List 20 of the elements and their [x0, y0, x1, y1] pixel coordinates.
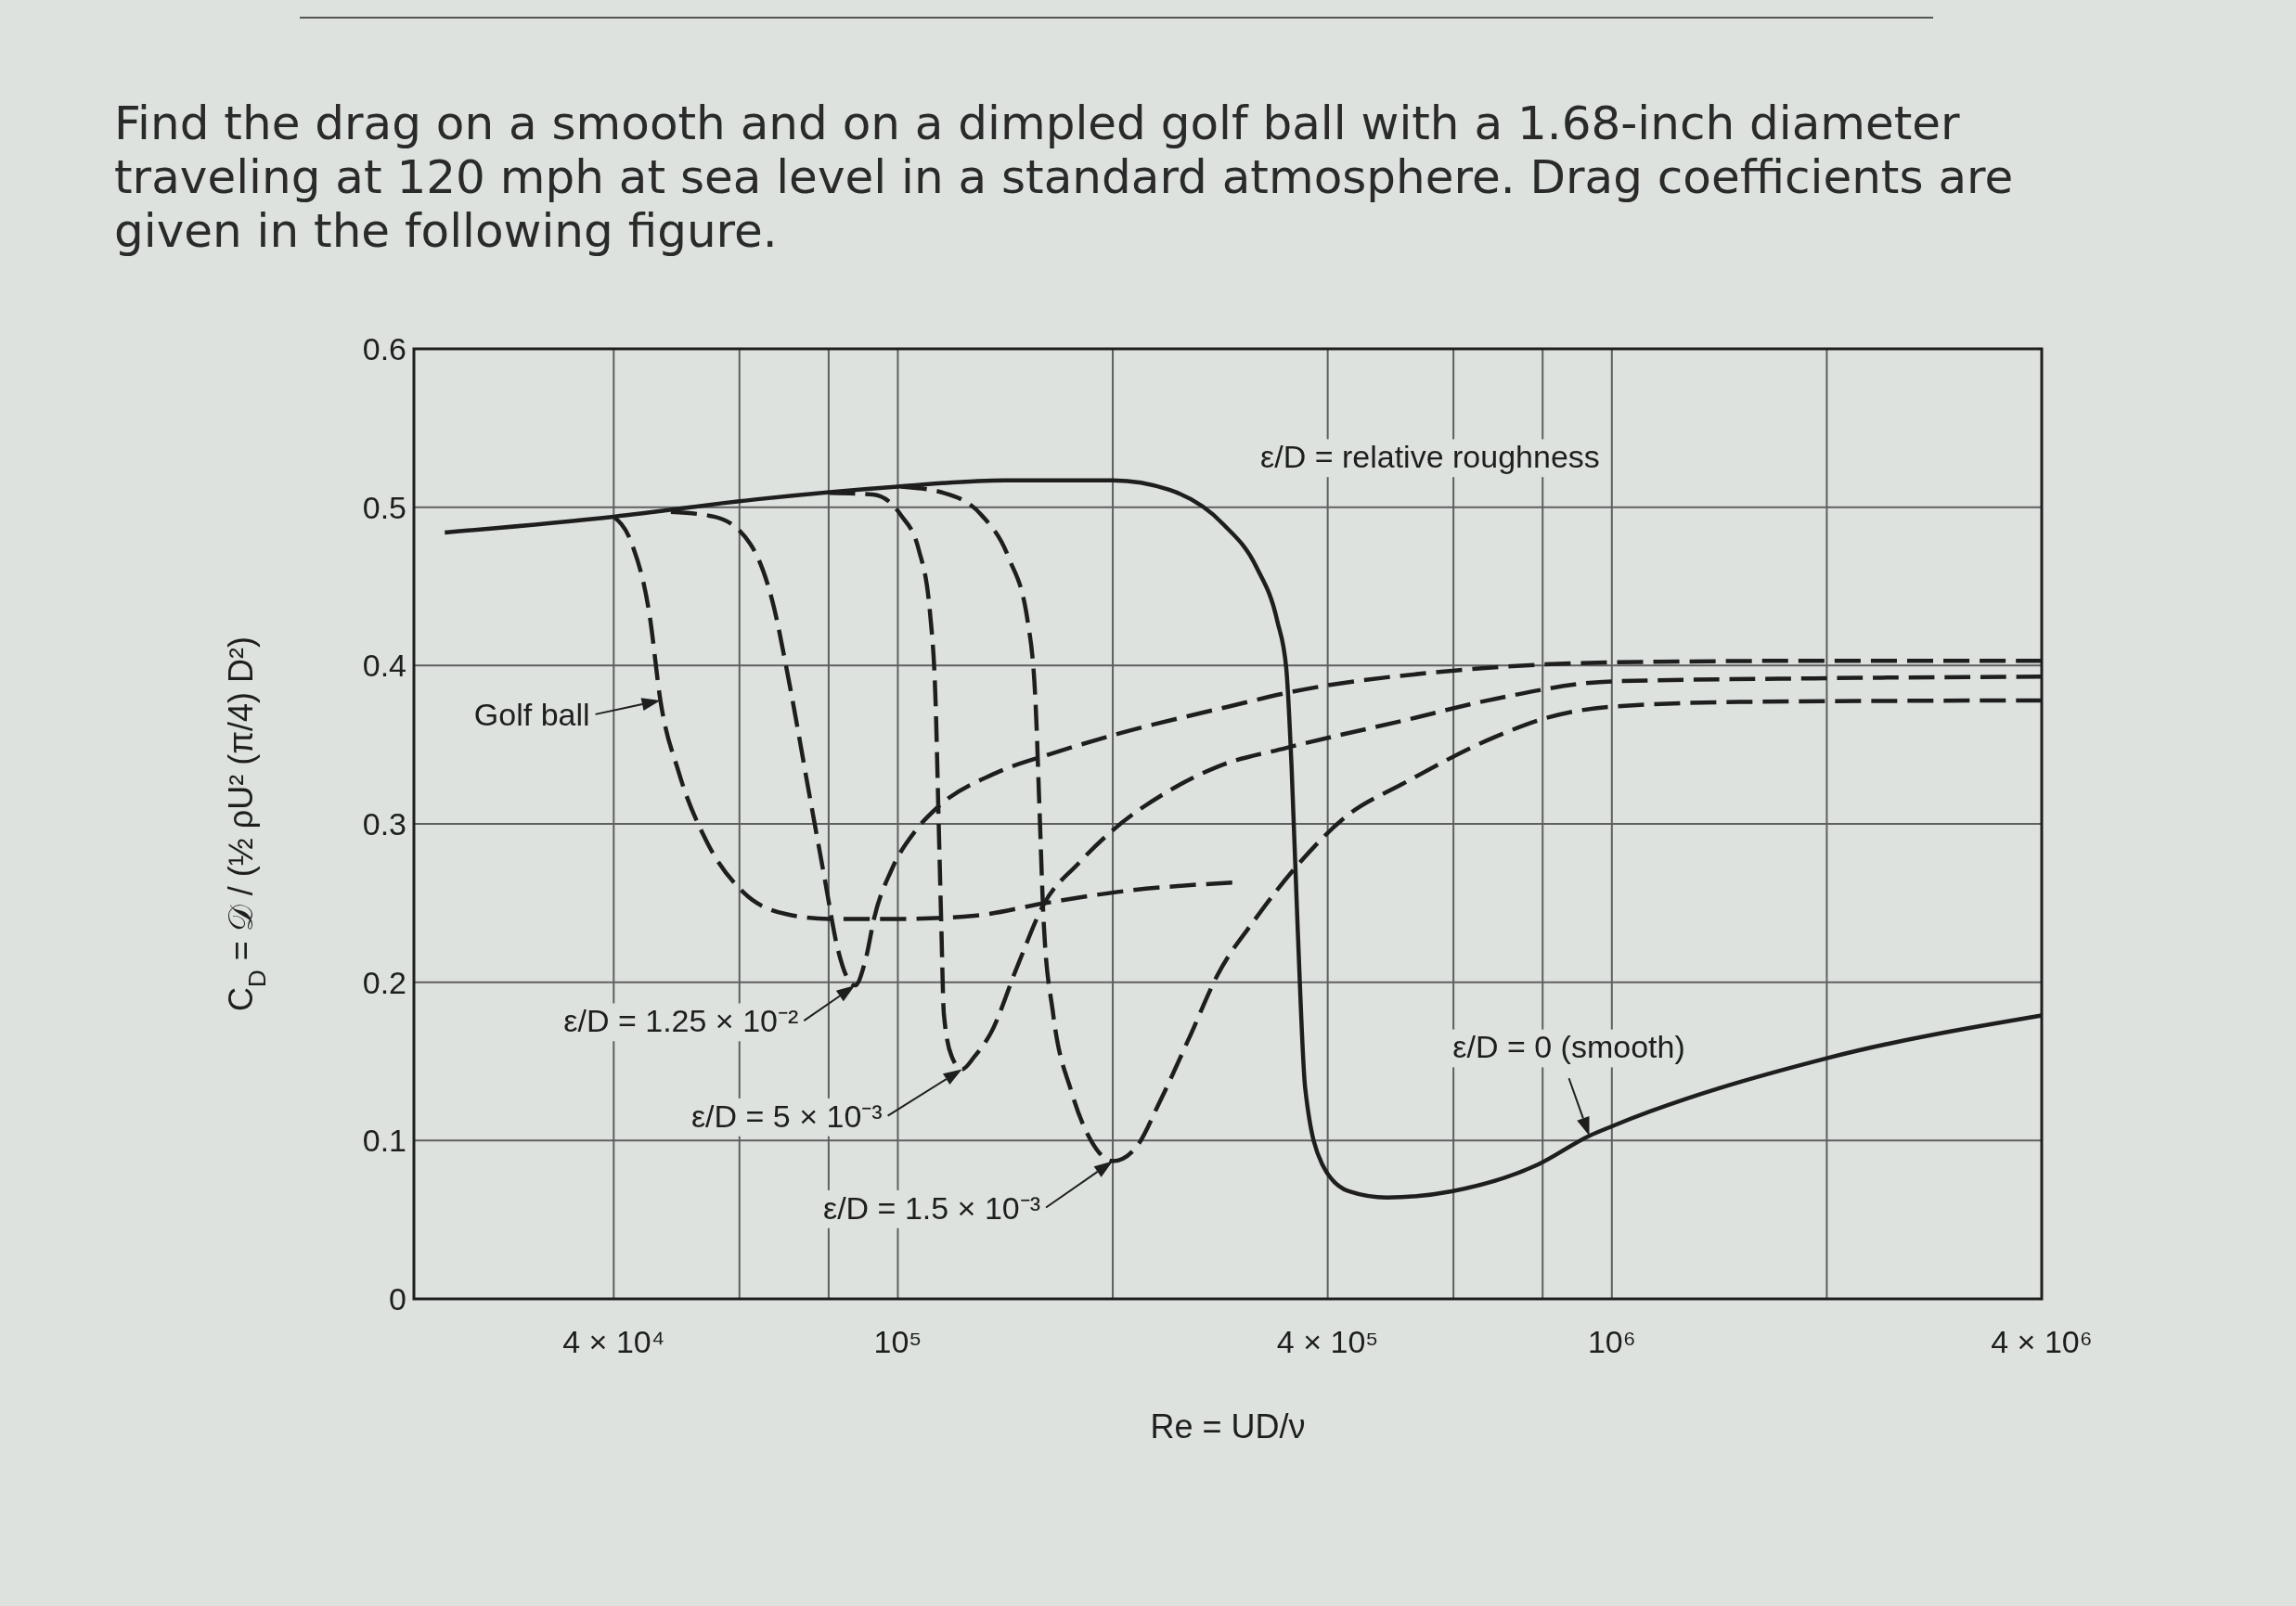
annotation: ε/D = 5 × 10⁻³: [690, 1098, 883, 1134]
x-tick-label: 4 × 10⁶: [1991, 1324, 2093, 1359]
y-tick-label: 0.2: [362, 964, 406, 1000]
x-tick-label: 4 × 10⁵: [1276, 1324, 1379, 1359]
y-tick-label: 0.1: [362, 1123, 406, 1159]
annotation: ε/D = 1.5 × 10⁻³: [822, 1189, 1041, 1226]
annotation: ε/D = 1.25 × 10⁻²: [563, 1003, 799, 1039]
annotation: ε/D = relative roughness: [1260, 439, 1600, 474]
y-tick-label: 0.6: [362, 331, 406, 366]
annotation: ε/D = 0 (smooth): [1452, 1029, 1685, 1065]
annotation: Golf ball: [473, 696, 590, 732]
x-tick-label: 4 × 10⁴: [562, 1324, 665, 1359]
x-tick-label: 10⁵: [873, 1324, 922, 1359]
y-tick-label: 0.4: [362, 648, 406, 684]
y-tick-label: 0.3: [362, 806, 406, 842]
chart-title: Find the drag on a smooth and on a dimpled golf ball with a 1.68-inch diameter traveling at 120 mph at sea level in a standard atmosphere. Drag coefficients are given in the following figure.: [114, 96, 2014, 258]
y-tick-label: 0.5: [362, 489, 406, 525]
x-tick-label: 10⁶: [1587, 1324, 1636, 1359]
y-tick-label: 0: [389, 1281, 406, 1317]
x-axis-title: Re = UD/ν: [1150, 1407, 1306, 1445]
